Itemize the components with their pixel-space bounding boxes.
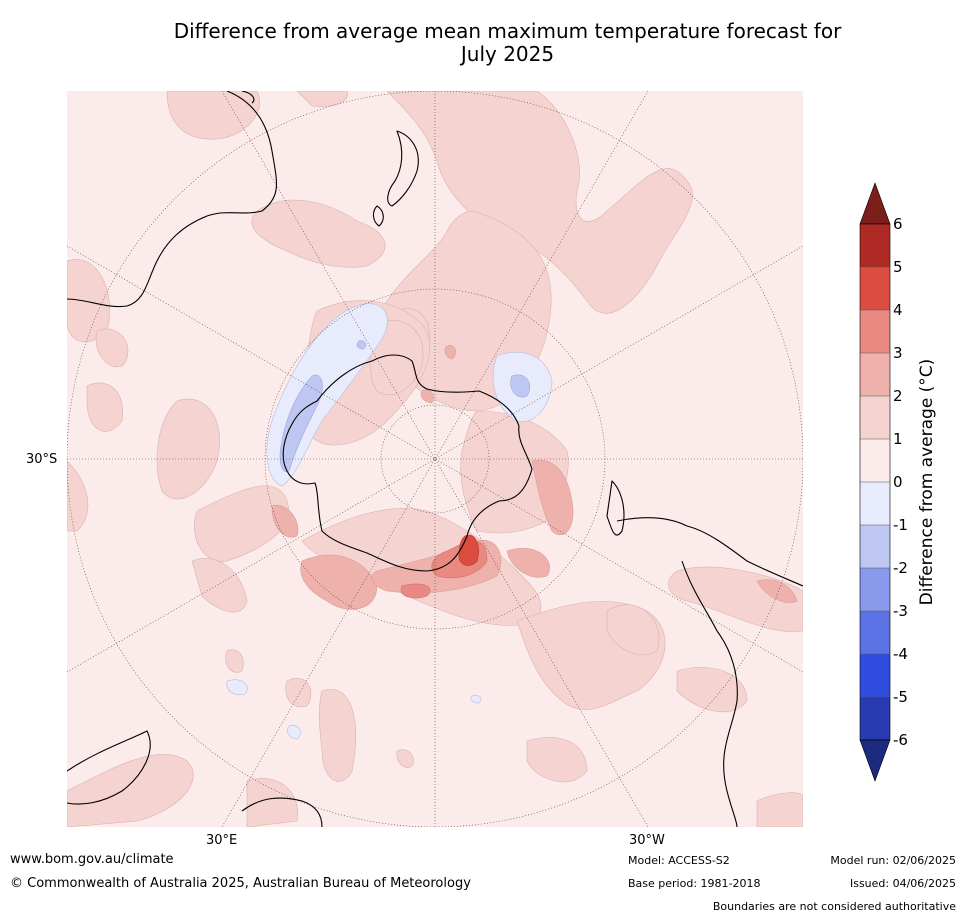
- colorbar-segment-m6-m5: [860, 697, 890, 740]
- colorbar-tick-4: 4: [893, 301, 903, 319]
- colorbar-label: Difference from average (°C): [917, 358, 937, 606]
- footer-issued: Issued: 04/06/2025: [849, 877, 956, 890]
- colorbar-segment-m3-m2: [860, 568, 890, 611]
- colorbar-tick-3: 3: [893, 344, 903, 362]
- polar-map: [67, 91, 803, 827]
- colorbar-tick-m6: -6: [893, 731, 908, 749]
- footer-copyright: © Commonwealth of Australia 2025, Austra…: [10, 876, 471, 891]
- footer-model-run: Model run: 02/06/2025: [830, 854, 956, 867]
- colorbar-segment-5-6: [860, 224, 890, 267]
- footer-model: Model: ACCESS-S2: [628, 854, 730, 867]
- africa-coast: [67, 730, 151, 805]
- anomaly-band-minus2-minus1: [279, 340, 531, 473]
- colorbar-tick-1: 1: [893, 430, 903, 448]
- colorbar-tick-6: 6: [893, 215, 903, 233]
- colorbar-tick-m1: -1: [893, 516, 908, 534]
- colorbar-segment-1-2: [860, 396, 890, 439]
- lat-label-30s: 30°S: [26, 452, 58, 467]
- map-title-line1: Difference from average mean maximum tem…: [173, 19, 842, 43]
- colorbar-tick-m4: -4: [893, 645, 908, 663]
- colorbar-upper-extension: [859, 182, 891, 225]
- colorbar-segment-m2-m1: [860, 525, 890, 568]
- footer-website: www.bom.gov.au/climate: [10, 852, 174, 867]
- colorbar-tick-5: 5: [893, 258, 903, 276]
- lon-label-30e: 30°E: [206, 833, 238, 848]
- south-america-coast: [616, 517, 803, 587]
- coastlines: [67, 91, 803, 827]
- footer-base-period: Base period: 1981-2018: [628, 877, 761, 890]
- colorbar-tick-m3: -3: [893, 602, 908, 620]
- new-zealand-coast: [387, 130, 419, 207]
- colorbar-segment-4-5: [860, 267, 890, 310]
- colorbar-tick-m5: -5: [893, 688, 908, 706]
- colorbar: [855, 180, 895, 785]
- colorbar-segment-0-1: [860, 439, 890, 482]
- colorbar-segment-3-4: [860, 310, 890, 353]
- colorbar-segment-m1-0: [860, 482, 890, 525]
- colorbar-tick-m2: -2: [893, 559, 908, 577]
- colorbar-tick-0: 0: [893, 473, 903, 491]
- graticule: [67, 91, 803, 827]
- colorbar-segment-m5-m4: [860, 654, 890, 697]
- colorbar-segment-2-3: [860, 353, 890, 396]
- colorbar-tick-2: 2: [893, 387, 903, 405]
- anomaly-band-4-5: [458, 534, 479, 566]
- antarctica-coast: [282, 354, 533, 572]
- colorbar-lower-extension: [859, 739, 891, 782]
- lon-label-30w: 30°W: [629, 833, 665, 848]
- colorbar-segment-m4-m3: [860, 611, 890, 654]
- map-title-line2: July 2025: [460, 42, 555, 66]
- australia-coast: [67, 91, 278, 308]
- footer-disclaimer: Boundaries are not considered authoritat…: [712, 900, 956, 913]
- map-title: Difference from average mean maximum tem…: [0, 20, 965, 66]
